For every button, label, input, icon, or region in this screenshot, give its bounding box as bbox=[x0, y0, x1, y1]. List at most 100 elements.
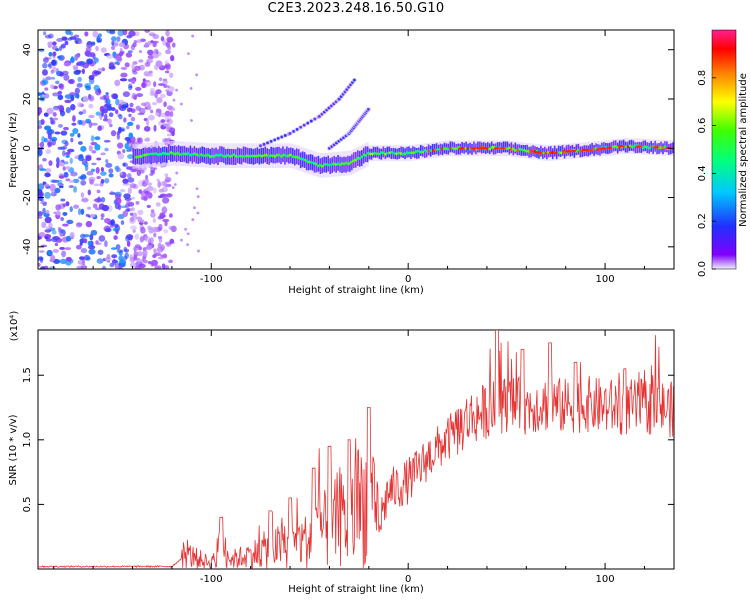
noise-blob bbox=[93, 183, 101, 187]
branch-core bbox=[313, 117, 317, 121]
noise-blob bbox=[131, 63, 135, 69]
noise-blob bbox=[91, 41, 96, 46]
tone-core bbox=[347, 162, 351, 166]
noise-blob bbox=[157, 242, 162, 248]
noise-blob bbox=[97, 33, 103, 38]
noise-blob bbox=[147, 54, 154, 60]
noise-blob bbox=[130, 225, 137, 230]
noise-blob bbox=[147, 49, 154, 56]
noise-blob bbox=[93, 84, 100, 92]
noise-blob bbox=[114, 61, 120, 65]
colorbar-tick-label: 0.6 bbox=[697, 118, 708, 134]
noise-blob bbox=[163, 101, 167, 108]
tone-core bbox=[592, 147, 595, 151]
noise-blob bbox=[51, 230, 57, 235]
noise-blob bbox=[110, 45, 116, 51]
noise-blob bbox=[175, 88, 179, 92]
tone-band bbox=[510, 142, 513, 154]
noise-blob bbox=[106, 30, 114, 34]
tone-core bbox=[226, 153, 229, 157]
tone-core bbox=[555, 151, 558, 155]
noise-blob bbox=[74, 93, 80, 99]
noise-blob bbox=[90, 168, 96, 172]
spectrogram-heatmap bbox=[38, 30, 674, 269]
tone-core bbox=[522, 148, 526, 152]
noise-blob bbox=[123, 246, 128, 253]
tone-core bbox=[243, 155, 247, 158]
tone-core bbox=[611, 145, 615, 149]
noise-blob bbox=[61, 36, 68, 41]
noise-blob bbox=[104, 147, 109, 152]
noise-blob bbox=[114, 79, 121, 87]
tone-peak bbox=[499, 147, 506, 150]
noise-blob bbox=[167, 38, 173, 44]
noise-blob bbox=[69, 57, 75, 64]
noise-blob bbox=[43, 112, 49, 117]
noise-blob bbox=[153, 124, 157, 132]
noise-blob bbox=[52, 92, 60, 97]
tone-core bbox=[514, 148, 517, 152]
noise-blob bbox=[56, 38, 64, 43]
noise-blob bbox=[145, 119, 150, 126]
noise-blob bbox=[110, 219, 116, 226]
tone-core bbox=[449, 146, 452, 150]
tone-core bbox=[256, 154, 260, 158]
tone-core bbox=[628, 144, 632, 148]
noise-blob bbox=[38, 183, 45, 190]
noise-blob bbox=[169, 213, 173, 218]
noise-blob bbox=[103, 139, 111, 143]
noise-blob bbox=[44, 34, 52, 39]
noise-blob bbox=[103, 217, 111, 224]
tone-core bbox=[403, 152, 407, 156]
noise-blob bbox=[155, 202, 161, 207]
tone-core bbox=[295, 155, 299, 159]
noise-blob bbox=[109, 123, 113, 128]
noise-blob bbox=[62, 223, 69, 227]
noise-blob bbox=[101, 108, 108, 114]
noise-blob bbox=[39, 168, 47, 172]
noise-blob bbox=[47, 129, 55, 135]
noise-blob bbox=[57, 124, 63, 128]
tone-core bbox=[195, 153, 199, 156]
noise-blob bbox=[38, 250, 45, 253]
noise-blob bbox=[65, 107, 71, 114]
tone-core bbox=[364, 154, 368, 157]
tone-core bbox=[321, 164, 325, 168]
noise-blob bbox=[55, 179, 63, 184]
noise-blob bbox=[162, 80, 169, 85]
tone-band bbox=[232, 149, 235, 165]
noise-blob bbox=[157, 236, 163, 240]
tone-band bbox=[286, 146, 288, 163]
noise-blob bbox=[50, 69, 54, 74]
tone-core bbox=[161, 152, 164, 155]
noise-blob bbox=[149, 87, 156, 93]
noise-blob bbox=[41, 94, 45, 98]
noise-blob bbox=[41, 136, 46, 143]
noise-blob bbox=[129, 102, 134, 108]
noise-blob bbox=[110, 191, 114, 195]
noise-blob bbox=[49, 138, 56, 142]
noise-blob bbox=[76, 265, 84, 269]
tone-band bbox=[504, 141, 507, 153]
tone-core bbox=[633, 144, 636, 148]
tone-core bbox=[379, 151, 383, 155]
tone-core bbox=[392, 151, 396, 155]
noise-blob bbox=[116, 36, 121, 42]
tone-core bbox=[154, 152, 158, 156]
tone-core bbox=[490, 145, 493, 149]
noise-blob bbox=[68, 185, 74, 189]
noise-blob bbox=[161, 206, 168, 214]
noise-blob bbox=[152, 41, 157, 48]
tone-core bbox=[390, 150, 394, 154]
noise-blob bbox=[39, 141, 45, 148]
noise-blob bbox=[123, 117, 127, 123]
noise-blob bbox=[38, 232, 46, 237]
tone-core bbox=[509, 148, 513, 151]
noise-blob bbox=[169, 72, 174, 79]
noise-blob bbox=[197, 249, 200, 253]
noise-blob bbox=[52, 235, 60, 241]
tone-core bbox=[451, 146, 454, 150]
noise-blob bbox=[160, 36, 165, 42]
snr-x-label: Height of straight line (km) bbox=[288, 584, 424, 595]
noise-blob bbox=[75, 40, 79, 44]
